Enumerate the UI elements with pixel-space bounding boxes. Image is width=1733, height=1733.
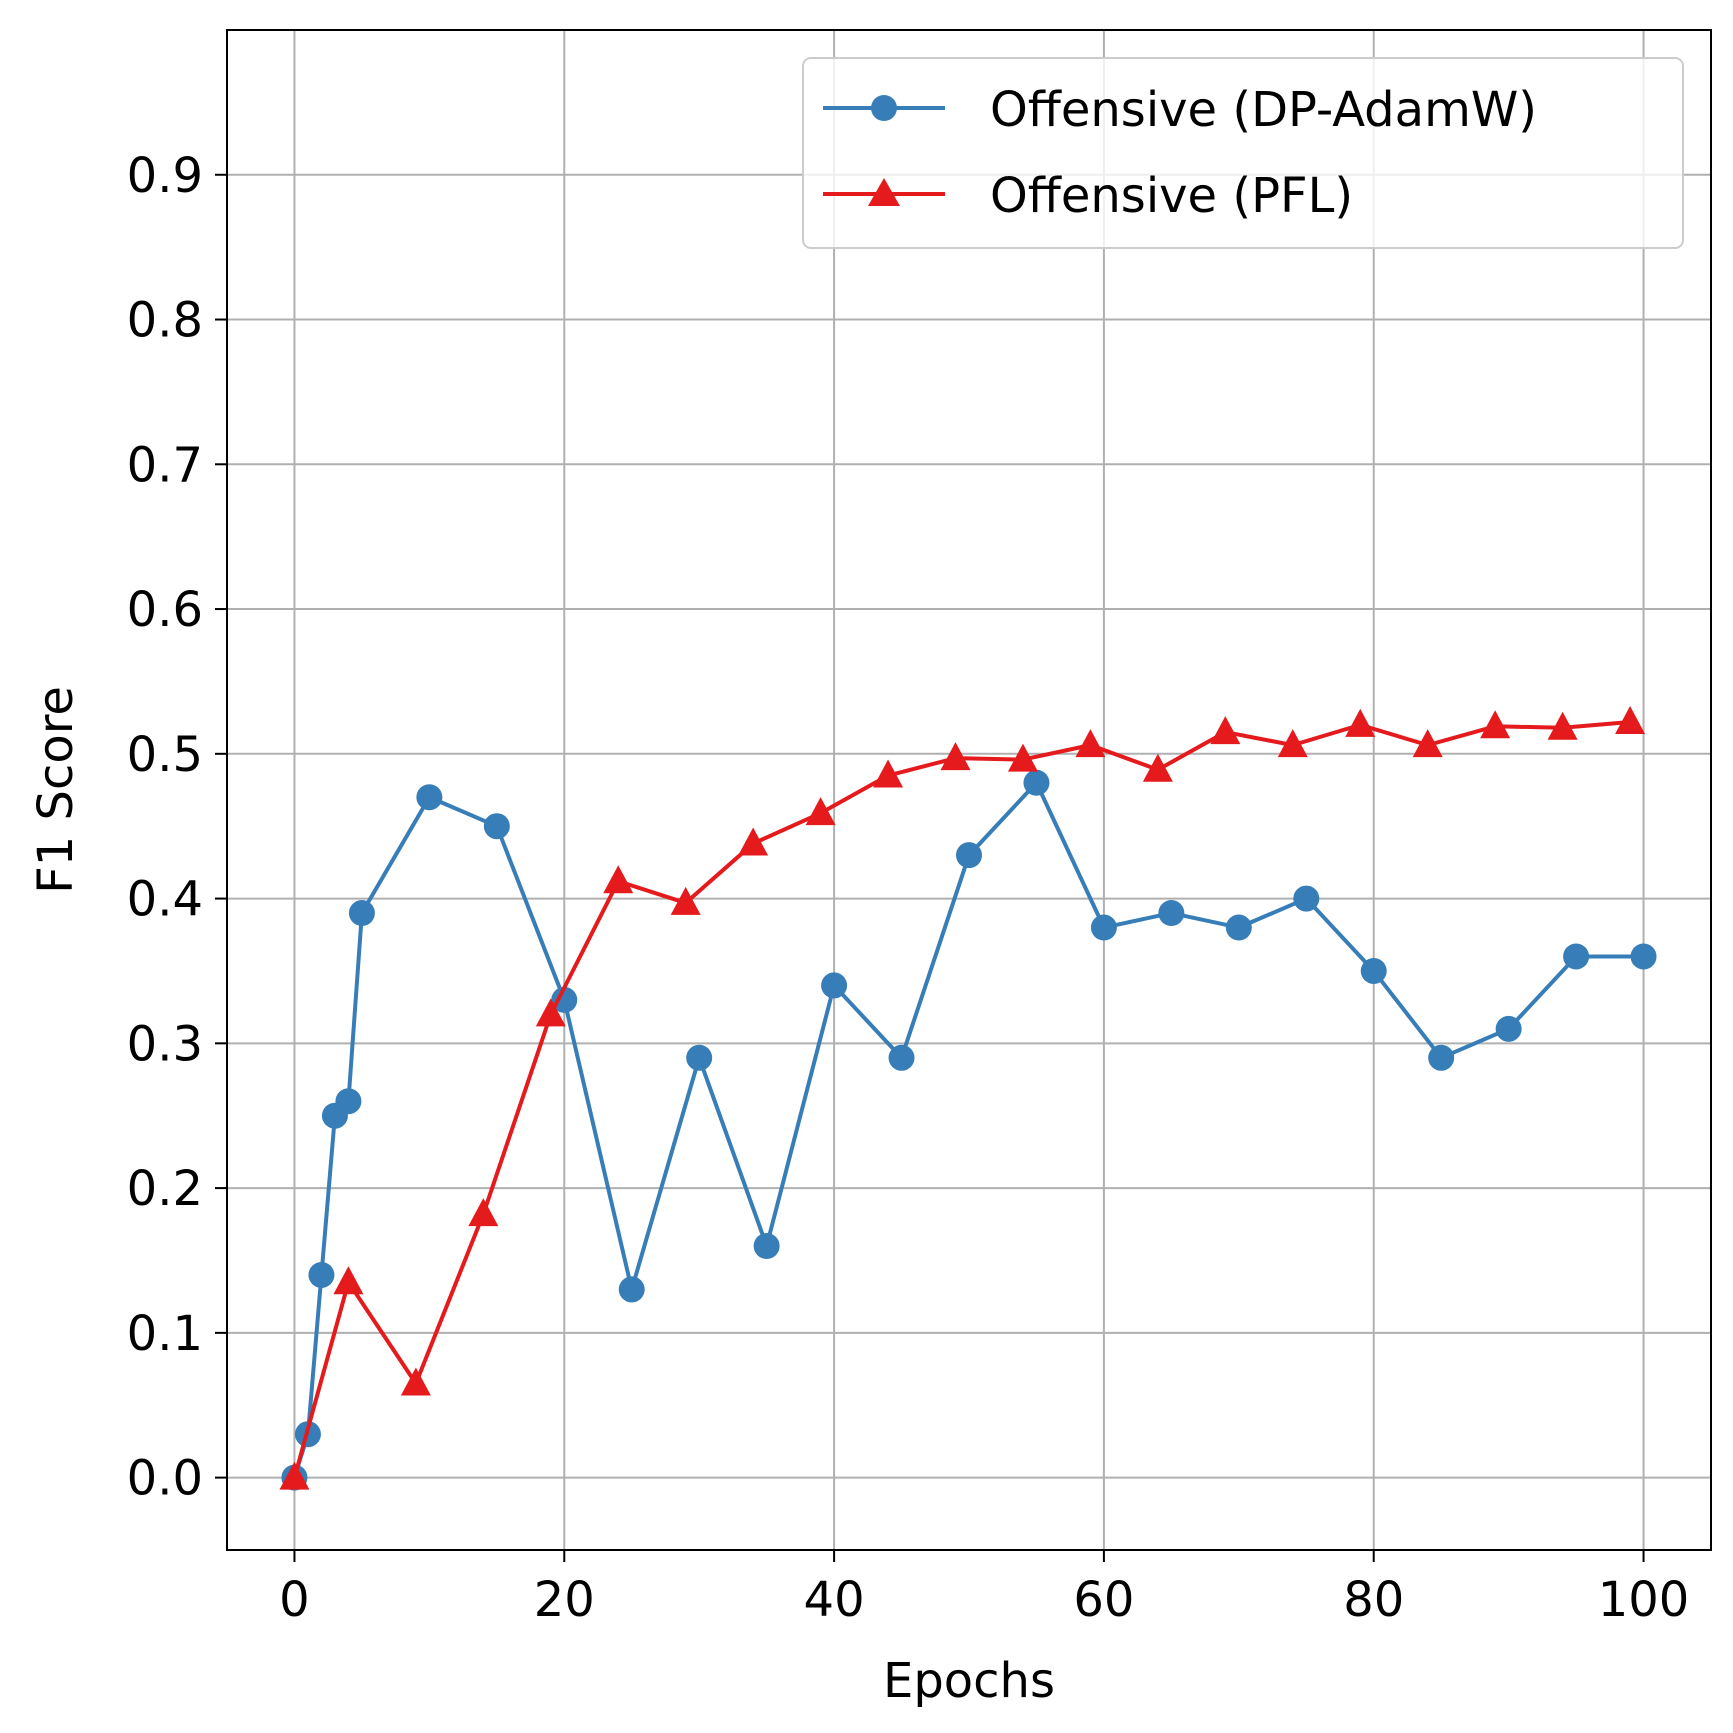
data-point [335, 1088, 362, 1115]
data-point [1142, 753, 1173, 782]
data-point [956, 842, 982, 869]
y-tick-label: 0.4 [127, 872, 203, 928]
x-tick-label: 60 [1073, 1572, 1134, 1628]
data-point [821, 972, 848, 999]
data-point [1210, 716, 1241, 745]
data-point [888, 1044, 915, 1071]
legend-marker-circle-icon [871, 95, 897, 121]
data-point [416, 784, 443, 811]
legend: Offensive (DP-AdamW) Offensive (PFL) [802, 57, 1684, 249]
y-tick-label: 0.6 [127, 582, 203, 638]
series-pfl [279, 705, 1646, 1490]
data-point [1428, 1044, 1455, 1071]
x-tick-label: 20 [534, 1572, 595, 1628]
data-point [1090, 914, 1117, 941]
x-tick-label: 80 [1343, 1572, 1404, 1628]
data-point [1075, 729, 1106, 758]
y-tick-label: 0.3 [127, 1016, 203, 1072]
data-point [1158, 900, 1185, 927]
data-point [535, 998, 566, 1027]
legend-label-pfl: Offensive (PFL) [990, 168, 1353, 224]
y-tick-label: 0.0 [127, 1451, 203, 1507]
data-point [940, 742, 971, 771]
x-tick-label: 100 [1598, 1572, 1690, 1628]
data-point [308, 1261, 335, 1288]
data-point [1495, 1015, 1522, 1042]
data-point [348, 900, 375, 927]
x-tick-label: 0 [279, 1572, 310, 1628]
data-point [1023, 769, 1050, 796]
legend-marker-triangle-icon [868, 178, 900, 206]
data-point [279, 1461, 310, 1490]
data-point [753, 1233, 780, 1259]
data-point [1630, 943, 1657, 970]
data-point [1615, 705, 1646, 734]
data-point [873, 759, 904, 788]
x-axis-ticks: 0 20 40 60 80 100 [279, 1550, 1689, 1628]
data-point [618, 1276, 645, 1303]
data-point [738, 827, 769, 856]
data-point [1277, 729, 1308, 758]
data-point [1345, 708, 1376, 737]
data-point [1547, 711, 1578, 740]
y-tick-label: 0.8 [127, 293, 203, 349]
data-point [483, 813, 510, 840]
x-axis-label: Epochs [883, 1653, 1055, 1709]
grid-lines [227, 30, 1711, 1550]
x-tick-label: 40 [804, 1572, 865, 1628]
data-point [333, 1266, 364, 1295]
y-tick-label: 0.2 [127, 1161, 203, 1217]
data-point [1007, 743, 1038, 772]
series-group [279, 705, 1657, 1491]
y-tick-label: 0.1 [127, 1306, 203, 1362]
data-point [670, 886, 701, 915]
data-point [603, 865, 634, 894]
legend-box [802, 57, 1684, 249]
data-point [1480, 710, 1511, 739]
data-point [1412, 729, 1443, 758]
series-dp-adamw [281, 769, 1657, 1491]
data-point [686, 1044, 713, 1071]
data-point [1360, 957, 1387, 984]
y-tick-label: 0.9 [127, 148, 203, 204]
data-point [400, 1367, 431, 1396]
y-tick-label: 0.7 [127, 437, 203, 493]
data-point [1293, 885, 1320, 912]
data-point [805, 797, 836, 826]
legend-label-dp-adamw: Offensive (DP-AdamW) [990, 82, 1537, 138]
data-point [468, 1198, 499, 1227]
data-point [551, 986, 578, 1013]
data-point [1563, 943, 1590, 970]
plot-frame [226, 29, 1712, 1551]
series-line [292, 780, 1644, 1479]
y-axis-ticks: 0.0 0.1 0.2 0.3 0.4 0.5 0.6 0.7 0.8 0.9 [127, 148, 227, 1507]
y-tick-label: 0.5 [127, 727, 203, 783]
data-point [1225, 914, 1252, 941]
y-axis-label: F1 Score [28, 686, 84, 894]
